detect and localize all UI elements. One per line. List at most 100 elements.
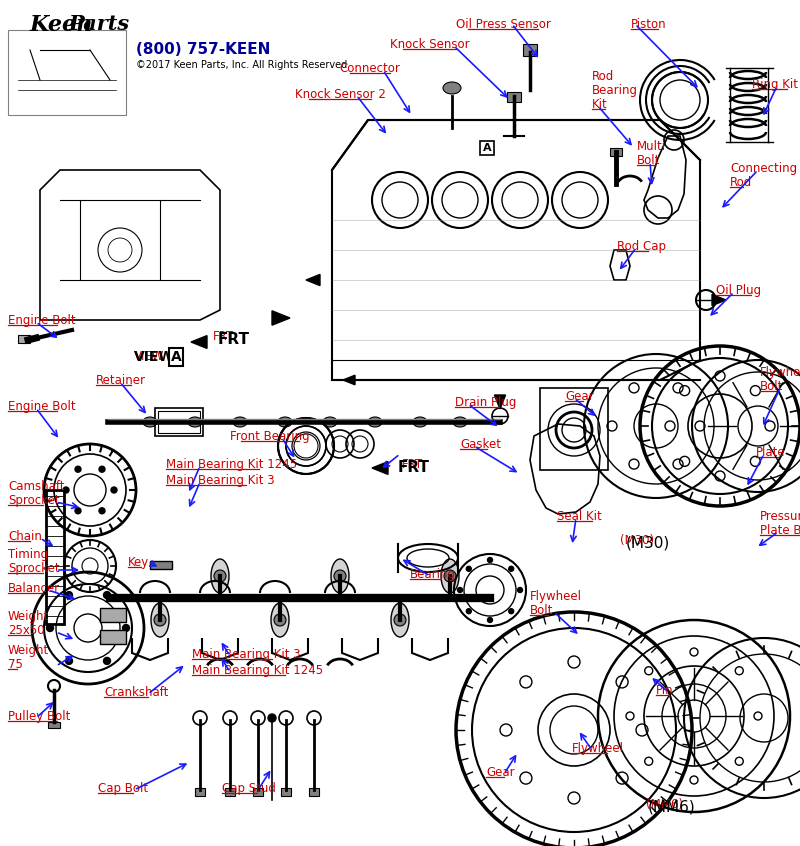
Text: Ring Kit: Ring Kit [752,78,798,91]
Bar [18,335,30,343]
Bar [158,411,200,433]
Ellipse shape [453,417,467,427]
Circle shape [75,508,81,514]
Polygon shape [494,395,506,409]
Text: Pulley Bolt: Pulley Bolt [8,710,70,723]
Text: Kit: Kit [592,98,608,111]
Text: Timing: Timing [8,548,48,561]
Circle shape [458,587,462,592]
Text: Retainer: Retainer [96,374,146,387]
Text: VIEW: VIEW [134,350,164,363]
Circle shape [122,624,130,631]
Bar [253,788,263,796]
Ellipse shape [368,417,382,427]
Ellipse shape [151,603,169,637]
Bar [540,388,608,470]
Text: Pressure: Pressure [760,510,800,523]
Text: Main Bearing Kit 1245: Main Bearing Kit 1245 [166,458,297,471]
Circle shape [268,714,276,722]
Text: (MM6): (MM6) [646,798,683,811]
Text: 75: 75 [8,658,23,671]
Text: Engine Bolt: Engine Bolt [8,400,76,413]
Circle shape [111,487,117,493]
Text: (M30): (M30) [620,534,654,547]
Bar [100,608,126,622]
Text: VIEW: VIEW [134,350,174,364]
Text: (M30): (M30) [626,536,670,551]
Text: Plate: Plate [756,446,786,459]
Ellipse shape [331,559,349,593]
Text: Pin: Pin [656,684,674,697]
Text: Sprocket: Sprocket [8,562,60,575]
Polygon shape [372,462,388,475]
Text: FRT: FRT [402,458,423,471]
Text: Knock Sensor 2: Knock Sensor 2 [294,88,386,101]
Ellipse shape [211,559,229,593]
Text: Bolt: Bolt [760,380,783,393]
Ellipse shape [443,82,461,94]
Text: Crankshaft: Crankshaft [104,686,168,699]
Text: (MM6): (MM6) [648,800,696,815]
Text: (800) 757-KEEN: (800) 757-KEEN [136,42,270,57]
Bar [507,92,521,102]
Circle shape [509,609,514,613]
Text: Main Bearing Kit 1245: Main Bearing Kit 1245 [192,664,323,677]
Bar [46,490,64,624]
Text: Rod: Rod [592,70,614,83]
Text: Flywheel: Flywheel [760,366,800,379]
Circle shape [66,591,73,599]
Text: Bearing: Bearing [410,568,456,581]
Text: Connector: Connector [339,62,401,75]
Ellipse shape [143,417,157,427]
Bar [195,788,205,796]
Circle shape [46,624,54,631]
Text: Flywheel: Flywheel [572,742,624,755]
Text: Oil Plug: Oil Plug [716,284,761,297]
Circle shape [103,657,110,664]
Text: Keen: Keen [30,14,94,36]
Polygon shape [343,375,355,385]
Ellipse shape [413,417,427,427]
Text: Gear: Gear [565,390,594,403]
Text: 25x50: 25x50 [8,624,45,637]
Text: Camshaft: Camshaft [8,480,65,493]
Text: Knock Sensor: Knock Sensor [390,38,470,51]
Bar [225,788,235,796]
Circle shape [214,570,226,582]
Polygon shape [712,294,726,305]
Polygon shape [272,310,290,325]
Text: Gasket: Gasket [460,438,501,451]
Bar [281,788,291,796]
Circle shape [509,566,514,571]
Text: Weight: Weight [8,610,50,623]
Text: Main Bearing Kit 3: Main Bearing Kit 3 [166,474,274,487]
Text: Cap Bolt: Cap Bolt [98,782,148,795]
Circle shape [75,466,81,472]
Circle shape [444,570,456,582]
Bar [523,44,537,56]
Circle shape [99,466,105,472]
Ellipse shape [188,417,202,427]
Text: ©2017 Keen Parts, Inc. All Rights Reserved: ©2017 Keen Parts, Inc. All Rights Reserv… [136,60,347,70]
Circle shape [394,614,406,626]
Text: A: A [482,143,491,153]
Circle shape [103,591,110,599]
Text: Connecting: Connecting [730,162,797,175]
Text: Front Bearing: Front Bearing [230,430,310,443]
Ellipse shape [441,559,459,593]
Text: Parts: Parts [68,14,129,34]
Circle shape [466,609,471,613]
Bar [150,561,172,569]
Text: Key: Key [128,556,150,569]
Text: Rod: Rod [730,176,752,189]
Bar [100,630,126,644]
Ellipse shape [323,417,337,427]
Text: Main Bearing Kit 3: Main Bearing Kit 3 [192,648,301,661]
Text: Seal Kit: Seal Kit [557,510,602,523]
Circle shape [466,566,471,571]
Text: Gear: Gear [486,766,514,779]
Text: Bolt: Bolt [530,604,554,617]
Circle shape [63,487,69,493]
Circle shape [487,618,493,623]
Bar [48,722,60,728]
